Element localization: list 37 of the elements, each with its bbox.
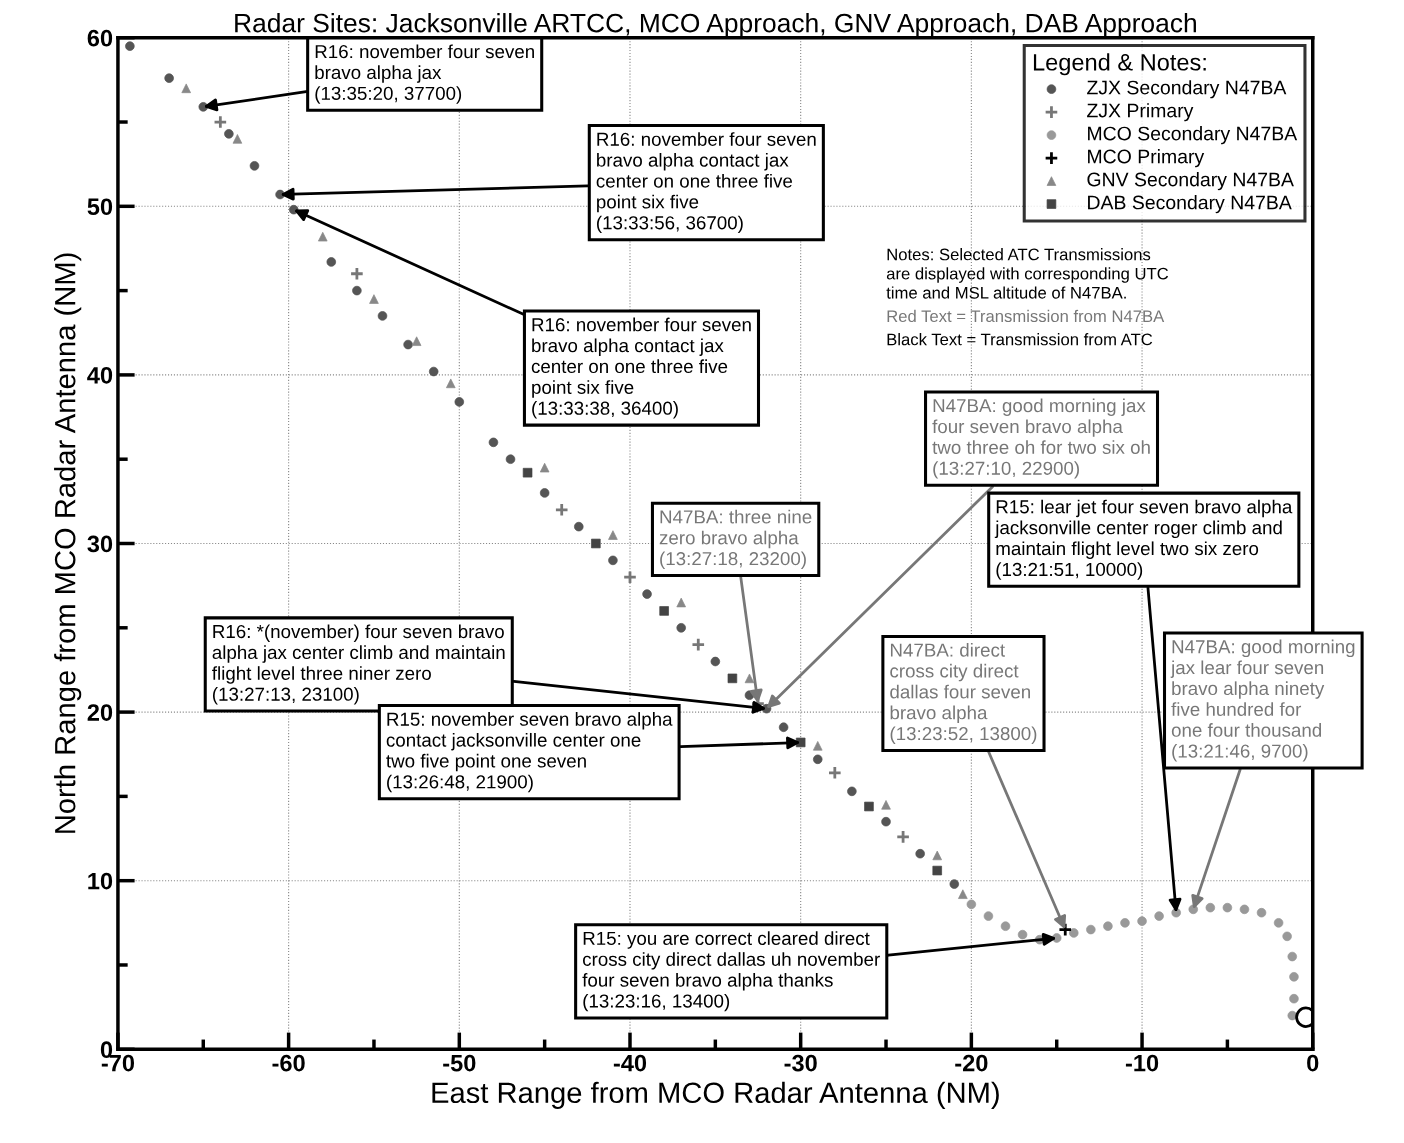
annotation: N47BA: direct cross city direct dallas four seven bravo alpha (13:23:52, 13800) (890, 642, 1037, 744)
chart-title: Radar Sites: Jacksonville ARTCC, MCO Approach, GNV Approach, DAB Approach (235, 13, 1196, 38)
annotation: R16: november four seven bravo alpha contact jax center on one three five point six five (13:33:56, 36700) (596, 132, 816, 234)
x-tick-label: -10 (1125, 1054, 1159, 1072)
x-tick-label: -40 (613, 1054, 647, 1072)
legend-label: ZJX Secondary N47BA (1087, 80, 1287, 99)
annotation: R16: november four seven bravo alpha contact jax center on one three five point six five (13:33:38, 36400) (531, 317, 751, 419)
annotation: R15: you are correct cleared direct cross city direct dallas uh november four seven bravo alpha thanks (13:23:16, 13400) (582, 931, 880, 1012)
y-tick-label: 60 (87, 29, 113, 47)
x-tick-label: -60 (272, 1054, 305, 1072)
annotation: Black Text = Transmission from ATC (887, 333, 1153, 346)
y-tick-label: 10 (88, 872, 113, 890)
legend-label: GNV Secondary N47BA (1087, 172, 1294, 191)
annotation: Red Text = Transmission from N47BA (887, 309, 1165, 323)
legend-label: ZJX Primary (1087, 103, 1194, 122)
annotation: R15: lear jet four seven bravo alpha jacksonville center roger climb and maintain flight level two six zero (13:21:51, 10000) (994, 499, 1293, 580)
annotation: R16: november four seven bravo alpha jax (13:35:20, 37700) (315, 44, 534, 104)
annotation: N47BA: three nine zero bravo alpha (13:27:18, 23200) (659, 509, 812, 569)
legend-label: MCO Primary (1088, 149, 1205, 168)
y-tick-label: 20 (87, 704, 113, 721)
x-axis-title: East Range from MCO Radar Antenna (NM) (432, 1081, 999, 1109)
y-tick-label: 40 (87, 366, 113, 384)
annotation: N47BA: good morning jax four seven bravo alpha two three oh for two six oh (13:27:10, 22900) (932, 398, 1150, 479)
annotation: R16: *(november) four seven bravo alpha jax center climb and maintain flight level three niner zero (13:27:13, 23100) (212, 624, 505, 705)
y-tick-label: 50 (87, 198, 113, 216)
annotation: Notes: Selected ATC Transmissions are displayed with corresponding UTC time and MSL altitude of N47BA. (886, 248, 1169, 299)
x-tick-label: -50 (443, 1054, 476, 1072)
x-tick-label: -30 (784, 1054, 817, 1072)
y-axis-title: North Range from MCO Radar Antenna (NM) (54, 253, 82, 833)
legend-label: MCO Secondary N47BA (1088, 126, 1298, 145)
annotation: N47BA: good morning jax lear four seven bravo alpha ninety five hundred for one four thousand (13:21:46, 9700) (1170, 639, 1355, 762)
legend-label: DAB Secondary N47BA (1088, 195, 1292, 214)
annotation: R15: november seven bravo alpha contact jacksonville center one two five point one seven (13:26:48, 21900) (386, 712, 673, 793)
y-tick-label: 30 (87, 535, 113, 553)
legend-title: Legend & Notes: (1033, 53, 1206, 76)
x-tick-label: -20 (955, 1054, 988, 1072)
x-tick-label: 0 (1307, 1054, 1319, 1072)
